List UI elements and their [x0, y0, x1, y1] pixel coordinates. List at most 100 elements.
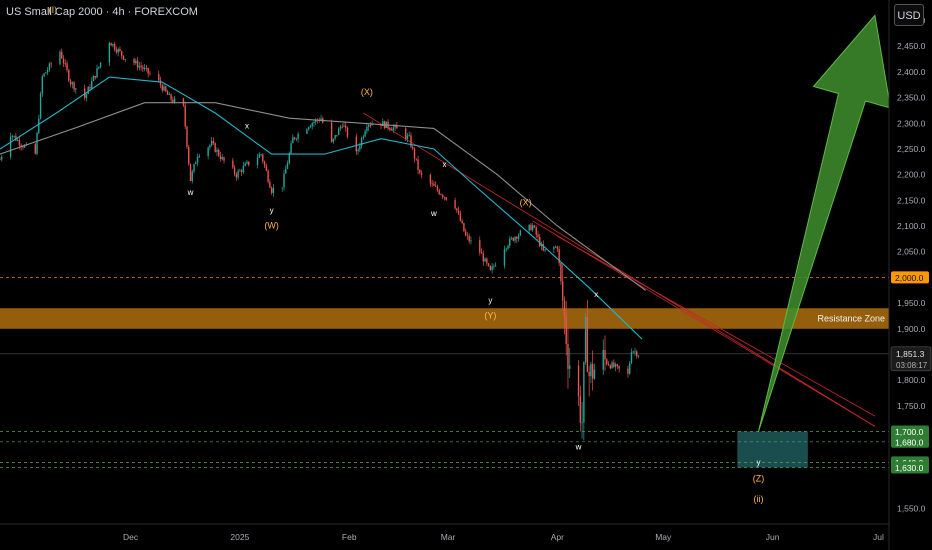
candle-body — [115, 49, 118, 53]
candle-body — [454, 200, 456, 209]
candle-body — [367, 125, 370, 127]
x-tick-label: Feb — [342, 532, 357, 542]
candle-body — [269, 181, 271, 188]
candle-body — [413, 148, 416, 159]
candle-body — [20, 145, 22, 147]
candle-body — [433, 183, 435, 186]
candle-body — [91, 81, 93, 89]
candle-body — [145, 67, 148, 69]
wave-label: x — [594, 290, 598, 299]
candle-body — [537, 234, 539, 237]
candle-body — [233, 167, 236, 174]
candle-body — [583, 362, 585, 423]
candle-body — [207, 147, 209, 157]
wave-label: w — [187, 188, 194, 197]
candle-body — [22, 146, 24, 148]
candle-body — [606, 359, 608, 365]
candle-body — [159, 80, 162, 86]
candle-body — [531, 225, 534, 231]
candle-body — [332, 138, 335, 142]
candle-body — [18, 139, 21, 146]
candle-body — [108, 43, 111, 63]
candle-body — [443, 197, 446, 198]
candle-body — [320, 118, 322, 121]
candle-body — [297, 133, 299, 139]
candle-body — [193, 164, 195, 172]
wave-label: x — [443, 160, 447, 169]
candle-body — [357, 149, 359, 152]
candle-body — [73, 82, 75, 90]
y-tick-label: 2,150.0 — [897, 195, 926, 205]
wave-label: (ii) — [753, 494, 763, 504]
candle-body — [487, 263, 490, 266]
candle-body — [560, 263, 562, 282]
y-tick-label: 2,100.0 — [897, 221, 926, 231]
candle-body — [11, 135, 14, 137]
x-tick-label: Apr — [551, 532, 564, 542]
candle-body — [479, 240, 481, 253]
trendline — [532, 220, 876, 427]
candle-body — [637, 355, 640, 357]
candle-body — [41, 76, 44, 94]
candle-body — [442, 195, 444, 198]
candle-body — [410, 135, 412, 148]
price-tag-label: 1,680.0 — [895, 437, 924, 447]
candle-body — [315, 119, 317, 122]
candle-body — [258, 154, 260, 158]
candle-body — [509, 238, 511, 246]
candle-body — [290, 143, 292, 154]
candle-body — [16, 139, 19, 141]
candle-body — [516, 237, 518, 239]
candle-body — [486, 258, 488, 264]
candle-body — [135, 60, 137, 64]
candle-body — [142, 67, 144, 69]
candle-body — [98, 66, 100, 69]
wave-label: (X) — [520, 197, 532, 207]
candle-body — [168, 94, 171, 96]
resistance-zone — [0, 308, 889, 329]
candle-body — [556, 246, 559, 250]
fast-moving-average — [0, 76, 643, 340]
candle-body — [306, 129, 308, 134]
price-tag — [891, 271, 929, 284]
y-tick-label: 1,750.0 — [897, 401, 926, 411]
candle-body — [1, 156, 3, 160]
candle-body — [489, 265, 492, 271]
candle-body — [590, 363, 592, 377]
candle-body — [584, 316, 587, 363]
countdown-label: 03:08:17 — [896, 361, 928, 370]
candle-body — [272, 187, 275, 194]
candle-body — [360, 138, 363, 147]
chart-title[interactable]: US Small Cap 2000 · 4h · FOREXCOM — [6, 6, 198, 18]
candle-body — [270, 187, 273, 194]
candle-body — [468, 236, 470, 242]
price-tag-label: 1,700.0 — [895, 427, 924, 437]
candle-body — [237, 171, 239, 178]
candle-body — [609, 365, 612, 369]
candle-body — [579, 396, 582, 423]
candle-body — [50, 63, 52, 65]
candle-body — [136, 60, 139, 68]
y-tick-label: 2,250.0 — [897, 144, 926, 154]
candle-body — [87, 87, 89, 94]
candle-body — [143, 67, 146, 69]
candle-body — [239, 170, 241, 172]
candle-body — [466, 235, 469, 237]
candle-body — [165, 86, 167, 92]
candle-body — [346, 127, 349, 137]
candle-body — [389, 127, 391, 130]
candle-body — [170, 94, 172, 100]
candle-body — [493, 266, 495, 267]
candle-body — [630, 352, 633, 364]
candle-body — [68, 70, 70, 81]
candle-body — [186, 126, 188, 147]
candle-body — [166, 91, 169, 95]
candle-body — [528, 224, 530, 231]
wave-label: (W) — [264, 221, 279, 231]
candle-body — [283, 173, 285, 188]
currency-button[interactable]: USD — [894, 4, 924, 26]
candle-body — [124, 58, 126, 60]
candle-body — [285, 169, 287, 174]
candle-body — [240, 170, 243, 173]
